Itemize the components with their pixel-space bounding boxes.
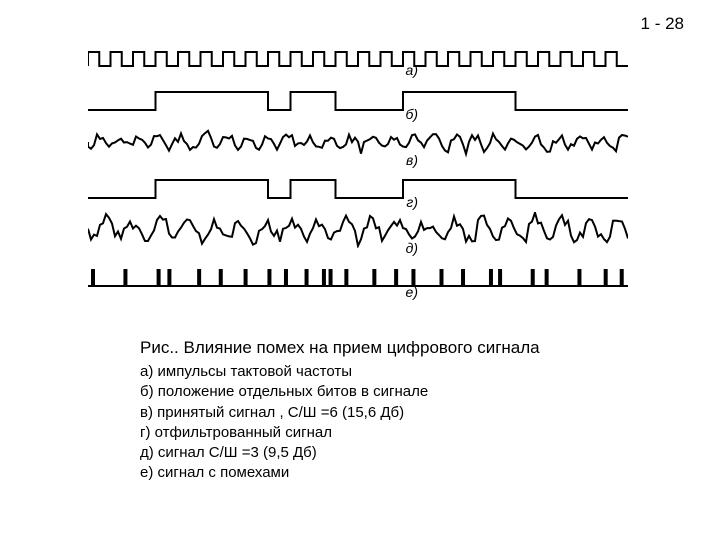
row-label-d: д) [406, 240, 418, 256]
caption-line-e: е) сигнал с помехами [140, 463, 610, 483]
row-label-b: б) [405, 106, 418, 122]
row-label-a: а) [406, 62, 418, 78]
row-label-v: в) [406, 152, 418, 168]
page-number: 1 - 28 [641, 14, 684, 34]
waveform-row-e: е) [88, 256, 628, 292]
waveform-row-a: а) [88, 36, 628, 72]
waveform-row-v: в) [88, 124, 628, 160]
waveform-row-d: д) [88, 212, 628, 248]
waveform-row-g: г) [88, 168, 628, 204]
caption-title: Рис.. Влияние помех на прием цифрового с… [140, 338, 610, 358]
caption-line-g: г) отфильтрованный сигнал [140, 423, 610, 443]
caption-line-v: в) принятый сигнал , С/Ш =6 (15,6 Дб) [140, 403, 610, 423]
row-label-g: г) [406, 194, 418, 210]
signal-diagram: а)б)в)г)д)е) [88, 36, 628, 300]
caption-line-d: д) сигнал С/Ш =3 (9,5 Дб) [140, 443, 610, 463]
caption-line-b: б) положение отдельных битов в сигнале [140, 382, 610, 402]
figure-caption: Рис.. Влияние помех на прием цифрового с… [140, 338, 610, 484]
waveform-row-b: б) [88, 80, 628, 116]
caption-line-a: а) импульсы тактовой частоты [140, 362, 610, 382]
row-label-e: е) [406, 284, 418, 300]
